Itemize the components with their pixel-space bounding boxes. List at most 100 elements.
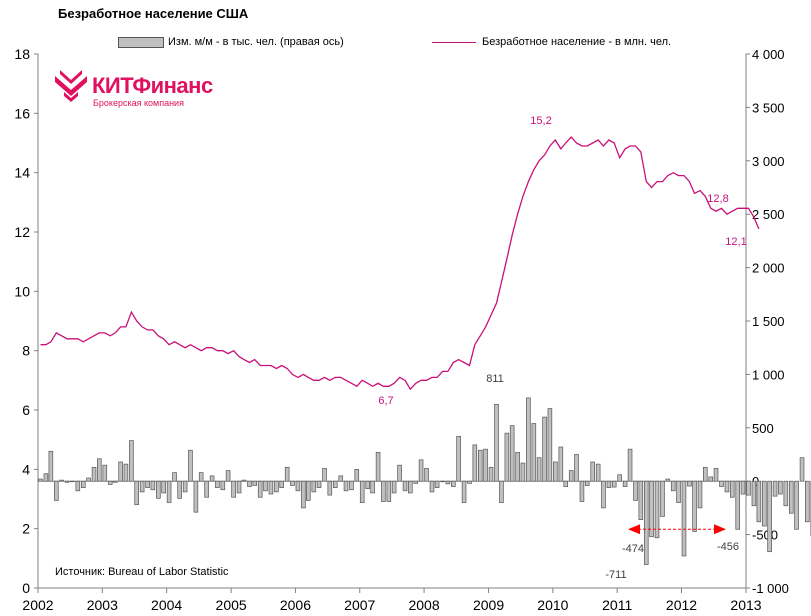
bar	[301, 480, 306, 509]
bar	[767, 480, 772, 553]
bar	[665, 478, 671, 482]
bar	[365, 480, 370, 490]
x-tick-label: 2011	[602, 597, 632, 613]
bar	[198, 472, 204, 482]
bar	[107, 480, 113, 485]
chart-title: Безработное население США	[58, 6, 249, 21]
bar	[145, 480, 150, 488]
bar	[724, 480, 730, 493]
right-tick-label: 3 000	[752, 154, 785, 169]
bar	[332, 480, 338, 488]
bar	[756, 480, 762, 523]
bar	[112, 480, 118, 483]
bar	[611, 480, 617, 488]
right-tick-label: -1 000	[752, 581, 789, 596]
bar	[526, 397, 531, 482]
bar	[134, 480, 139, 506]
bar	[708, 476, 714, 482]
bar	[520, 462, 526, 482]
bar	[54, 480, 59, 501]
bar	[713, 468, 719, 482]
data-label: -711	[605, 569, 626, 581]
legend-bar-entry: Изм. м/м - в тыс. чел. (правая ось)	[118, 36, 344, 48]
bar	[139, 480, 145, 493]
bar	[456, 435, 461, 482]
x-tick-label: 2013	[730, 597, 761, 613]
bar	[102, 464, 108, 482]
bar	[349, 480, 354, 491]
bar	[595, 463, 601, 482]
right-tick-label: 500	[752, 421, 774, 436]
bar	[370, 480, 375, 494]
bar	[418, 459, 424, 482]
bar	[542, 416, 547, 482]
bar	[670, 480, 676, 492]
data-label: -474	[622, 543, 644, 555]
bar	[338, 475, 344, 482]
right-tick-label: 2 500	[752, 207, 785, 222]
arrow-right-head-icon	[714, 524, 726, 535]
bar	[220, 480, 226, 491]
bar	[499, 480, 504, 503]
bar	[697, 480, 703, 509]
bar	[129, 440, 134, 482]
bar	[70, 480, 75, 483]
bar	[536, 457, 542, 482]
bar	[150, 480, 156, 491]
bar	[408, 480, 413, 494]
left-tick-label: 8	[22, 343, 30, 359]
left-tick-label: 0	[22, 580, 30, 596]
bar	[279, 480, 284, 488]
bar	[692, 480, 697, 532]
bar	[97, 458, 102, 482]
bar	[209, 475, 215, 482]
bar	[553, 461, 558, 482]
bar	[75, 480, 81, 492]
bar	[649, 480, 654, 538]
bar	[676, 480, 681, 503]
bar	[547, 408, 553, 482]
bar	[225, 470, 231, 482]
bar	[215, 480, 220, 488]
bar	[156, 480, 161, 499]
bar	[252, 480, 258, 486]
x-tick-label: 2002	[22, 597, 53, 613]
bar	[204, 480, 209, 498]
data-label: 811	[486, 373, 504, 385]
bar	[311, 480, 317, 493]
bar	[268, 480, 274, 495]
bar	[789, 480, 794, 514]
bar	[188, 449, 193, 482]
x-tick-label: 2007	[344, 597, 375, 613]
right-tick-label: -500	[752, 528, 778, 543]
bar	[477, 449, 483, 482]
data-label: 12,1	[725, 236, 746, 248]
bar	[64, 480, 70, 483]
x-tick-label: 2008	[408, 597, 439, 613]
bar	[381, 480, 386, 502]
legend-line-swatch	[432, 41, 476, 43]
x-tick-label: 2003	[87, 597, 118, 613]
bar	[284, 466, 290, 482]
left-tick-label: 6	[22, 402, 30, 418]
right-tick-label: 3 500	[752, 100, 785, 115]
x-tick-label: 2004	[151, 597, 182, 613]
x-tick-label: 2012	[666, 597, 697, 613]
legend-line-entry: Безработное население - в млн. чел.	[432, 36, 671, 48]
bar	[386, 480, 392, 502]
bar	[654, 480, 660, 539]
right-tick-label: 1 500	[752, 314, 785, 329]
left-tick-label: 10	[14, 283, 30, 299]
bar	[509, 425, 515, 482]
bar	[177, 480, 182, 499]
legend-bar-label: Изм. м/м - в тыс. чел. (правая ось)	[168, 36, 344, 48]
bar	[681, 480, 687, 557]
bar	[81, 480, 86, 488]
bar	[472, 444, 478, 482]
bar	[778, 480, 783, 495]
bar	[327, 480, 333, 496]
bar	[166, 480, 172, 503]
legend-bar-swatch	[118, 36, 164, 48]
bar	[574, 454, 579, 482]
bar	[257, 480, 263, 498]
